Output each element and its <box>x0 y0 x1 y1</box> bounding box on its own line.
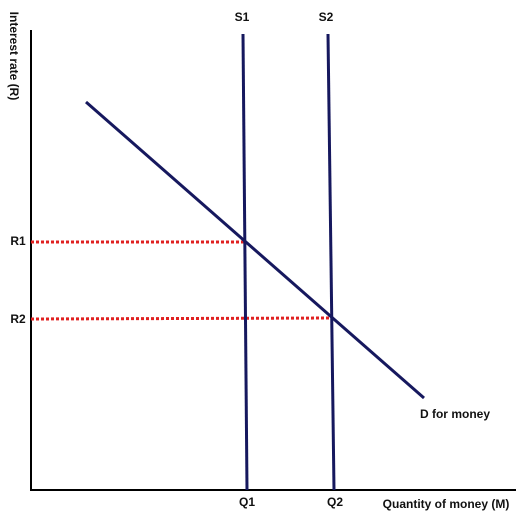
y-axis-label: Interest rate (R) <box>7 12 21 101</box>
supply-label: S2 <box>319 10 334 24</box>
x-axis-label: Quantity of money (M) <box>383 497 510 511</box>
demand-label: D for money <box>420 407 490 421</box>
supply-label: S1 <box>235 10 250 24</box>
supply-line-s1 <box>241 33 249 491</box>
quantity-label: Q2 <box>327 495 343 509</box>
r2-guide <box>30 316 333 321</box>
rate-label: R2 <box>10 312 26 326</box>
rate-label: R1 <box>10 234 26 248</box>
demand-line <box>85 100 425 400</box>
quantity-label: Q1 <box>239 495 255 509</box>
supply-line-s2 <box>326 33 336 491</box>
